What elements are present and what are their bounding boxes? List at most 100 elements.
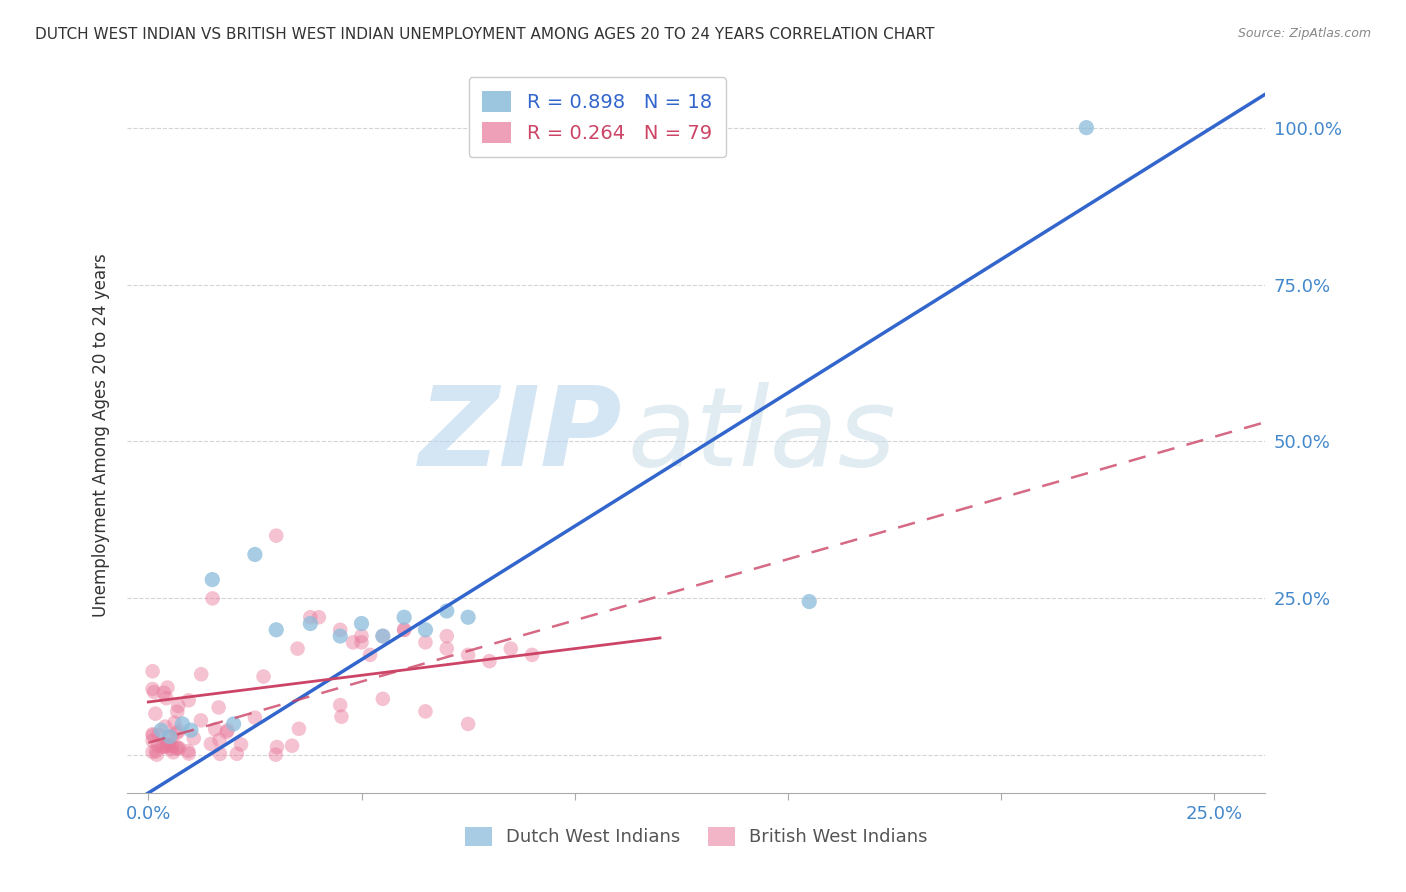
Point (177, 744, 200, 758)
Point (225, 747, 247, 761)
Point (156, 681, 179, 695)
Point (153, 720, 176, 734)
Point (436, 629, 458, 643)
Point (180, 723, 202, 738)
Point (457, 717, 479, 731)
Point (329, 629, 352, 643)
Point (359, 648, 381, 662)
Point (155, 739, 177, 753)
Point (172, 717, 194, 731)
Point (208, 732, 231, 747)
Point (457, 648, 479, 662)
Point (160, 730, 183, 744)
Point (217, 723, 239, 738)
Point (342, 635, 364, 649)
Point (146, 739, 169, 753)
Point (165, 726, 187, 740)
Point (201, 573, 224, 587)
Point (167, 724, 190, 739)
Point (371, 629, 394, 643)
Point (190, 714, 212, 728)
Point (167, 698, 190, 713)
Point (160, 739, 183, 754)
Point (166, 705, 188, 719)
Point (201, 591, 224, 606)
Point (159, 730, 181, 744)
Point (350, 635, 373, 649)
Point (1076, 120, 1098, 135)
Point (208, 747, 231, 761)
Text: DUTCH WEST INDIAN VS BRITISH WEST INDIAN UNEMPLOYMENT AMONG AGES 20 TO 24 YEARS : DUTCH WEST INDIAN VS BRITISH WEST INDIAN… (35, 27, 935, 42)
Point (177, 693, 200, 707)
Point (143, 685, 166, 699)
Point (288, 722, 311, 736)
Point (145, 747, 167, 762)
Point (153, 739, 176, 754)
Point (392, 623, 415, 637)
Point (150, 739, 173, 754)
Text: ZIP: ZIP (419, 382, 623, 489)
Point (330, 709, 353, 723)
Point (264, 747, 287, 762)
Point (243, 548, 266, 562)
Text: atlas: atlas (628, 382, 897, 489)
Point (350, 629, 373, 643)
Point (415, 705, 437, 719)
Point (371, 691, 394, 706)
Point (167, 741, 190, 756)
Point (145, 706, 167, 721)
Text: Source: ZipAtlas.com: Source: ZipAtlas.com (1237, 27, 1371, 40)
Point (148, 728, 170, 742)
Point (329, 623, 352, 637)
Point (229, 738, 252, 752)
Point (208, 700, 231, 714)
Point (215, 725, 238, 739)
Point (392, 610, 415, 624)
Point (156, 738, 179, 752)
Point (499, 641, 522, 656)
Point (183, 731, 205, 746)
Point (222, 717, 245, 731)
Point (392, 623, 415, 637)
Legend: R = 0.898   N = 18, R = 0.264   N = 79: R = 0.898 N = 18, R = 0.264 N = 79 (468, 78, 725, 157)
Point (436, 604, 458, 618)
Point (150, 723, 173, 738)
Point (287, 641, 309, 656)
Point (371, 629, 394, 643)
Point (415, 635, 437, 649)
Point (177, 747, 200, 761)
Point (153, 686, 176, 700)
Point (162, 745, 184, 759)
Point (436, 641, 458, 656)
Point (157, 737, 180, 751)
Point (350, 616, 373, 631)
Point (299, 610, 322, 624)
Point (142, 665, 165, 679)
Point (243, 711, 266, 725)
Point (166, 740, 188, 755)
Point (142, 681, 165, 696)
Point (329, 698, 352, 712)
Point (155, 691, 177, 706)
Point (190, 667, 212, 681)
Point (264, 623, 287, 637)
Point (308, 610, 330, 624)
Point (145, 744, 167, 758)
Point (520, 648, 543, 662)
Point (252, 669, 274, 683)
Point (478, 654, 501, 668)
Point (142, 728, 165, 742)
Point (204, 723, 226, 737)
Point (457, 610, 479, 624)
Point (299, 616, 322, 631)
Point (142, 733, 165, 747)
Point (281, 739, 304, 753)
Point (159, 742, 181, 756)
Point (142, 745, 165, 759)
Point (165, 741, 187, 756)
Point (266, 739, 288, 754)
Y-axis label: Unemployment Among Ages 20 to 24 years: Unemployment Among Ages 20 to 24 years (93, 253, 110, 617)
Point (142, 727, 165, 741)
Point (264, 528, 287, 542)
Point (415, 623, 437, 637)
